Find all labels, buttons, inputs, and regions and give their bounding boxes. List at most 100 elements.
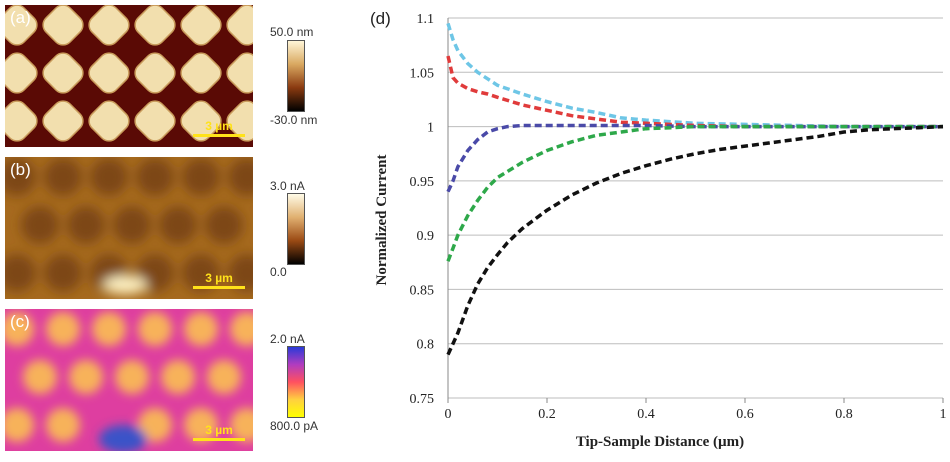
dark-spot — [90, 158, 128, 196]
bright-spot — [46, 408, 80, 442]
normalized-current-chart: (d) 0.75 0.8 0.85 0.9 0.95 1 1.05 1.1 0 0.2 0.4 0.… — [370, 9, 947, 450]
panel-label-a: (a) — [10, 8, 31, 27]
afm-height-image: (a) 3 µm — [5, 5, 253, 147]
panel-label-c: (c) — [10, 312, 30, 331]
series-line-black — [446, 124, 944, 356]
current-map — [5, 157, 253, 299]
tile — [180, 5, 222, 46]
bright-spot — [5, 312, 34, 346]
bright-spot — [184, 312, 218, 346]
x-tick-label: 0.6 — [736, 407, 754, 422]
dark-spot — [5, 254, 36, 292]
y-axis-title: Normalized Current — [374, 155, 390, 286]
tile — [226, 52, 253, 94]
x-axis-ticks: 0 0.2 0.4 0.6 0.8 1 — [445, 398, 947, 422]
colorbar-b — [287, 193, 305, 265]
tile — [180, 52, 222, 94]
scale-bar: 3 µm — [193, 272, 245, 289]
y-tick-label: 0.85 — [410, 283, 435, 298]
colorbar-b-max: 3.0 nA — [270, 179, 305, 193]
panel-label-b: (b) — [10, 160, 31, 179]
tile — [42, 5, 84, 46]
tile — [5, 5, 38, 46]
y-tick-label: 1.1 — [417, 12, 435, 27]
tile — [88, 100, 130, 142]
colorbar-c-min: 800.0 pA — [270, 419, 319, 433]
height-map — [5, 5, 253, 147]
x-axis-title: Tip-Sample Distance (µm) — [576, 434, 744, 450]
x-tick-label: 1 — [940, 407, 947, 422]
y-tick-label: 0.75 — [410, 392, 435, 407]
bright-spot — [115, 360, 149, 394]
dark-spot — [182, 158, 220, 196]
scale-bar-line — [193, 134, 245, 137]
series-line-red — [446, 55, 943, 129]
dark-spot — [67, 206, 105, 244]
dark-spot — [228, 254, 253, 292]
current-map-image: (b) 3 µm — [5, 157, 253, 299]
dark-spot — [5, 158, 36, 196]
blue-region — [99, 425, 147, 451]
tile — [134, 5, 176, 46]
tile — [5, 100, 38, 142]
y-axis-ticks: 0.75 0.8 0.85 0.9 0.95 1 1.05 1.1 — [410, 12, 435, 407]
bright-spot — [138, 408, 172, 442]
bright-spot — [23, 360, 57, 394]
bright-spot — [184, 408, 218, 442]
bright-spot — [69, 360, 103, 394]
tile — [5, 52, 38, 94]
bright-spot — [46, 312, 80, 346]
panel-label-d: (d) — [370, 9, 391, 28]
series-line-green — [446, 124, 943, 262]
dark-spot — [44, 158, 82, 196]
colorbar-a-min: -30.0 nm — [270, 113, 318, 127]
colorbar-c — [287, 346, 305, 418]
y-tick-label: 0.9 — [417, 229, 435, 244]
dark-spot — [21, 206, 59, 244]
tile — [226, 100, 253, 142]
bright-spot — [138, 312, 172, 346]
dark-spot — [159, 206, 197, 244]
dark-spot — [44, 254, 82, 292]
series-line-cyan — [446, 22, 943, 129]
dark-spot — [205, 206, 243, 244]
bright-spot — [161, 360, 195, 394]
bright-spot — [5, 408, 34, 442]
bright-spot — [230, 408, 253, 442]
tile — [88, 5, 130, 46]
tile — [226, 5, 253, 46]
bright-spot — [92, 312, 126, 346]
tile — [42, 52, 84, 94]
tile — [134, 52, 176, 94]
bright-spot — [230, 312, 253, 346]
y-tick-label: 0.8 — [417, 338, 435, 353]
tile — [134, 100, 176, 142]
simulated-current-image: (c) 3 µm — [5, 309, 253, 451]
x-tick-label: 0.4 — [637, 407, 655, 422]
scale-bar-line — [193, 286, 245, 289]
x-tick-label: 0.2 — [538, 407, 556, 422]
scale-bar-label: 3 µm — [205, 423, 233, 437]
y-tick-label: 1 — [427, 121, 434, 136]
colorbar-c-max: 2.0 nA — [270, 332, 305, 346]
simulated-map — [5, 309, 253, 451]
y-tick-label: 0.95 — [410, 175, 435, 190]
scale-bar-line — [193, 438, 245, 441]
bright-region — [103, 276, 147, 294]
scale-bar-label: 3 µm — [205, 271, 233, 285]
scale-bar: 3 µm — [193, 120, 245, 137]
series-line-blue — [446, 123, 943, 193]
y-tick-label: 1.05 — [410, 66, 435, 81]
grid — [447, 17, 943, 399]
series — [446, 22, 944, 356]
dark-spot — [182, 254, 220, 292]
dark-spot — [113, 206, 151, 244]
tile — [88, 52, 130, 94]
bright-spot — [207, 360, 241, 394]
colorbar-a — [287, 40, 305, 112]
scale-bar-label: 3 µm — [205, 119, 233, 133]
colorbar-b-min: 0.0 — [270, 265, 287, 279]
scale-bar: 3 µm — [193, 424, 245, 441]
dark-spot — [228, 158, 253, 196]
colorbar-a-max: 50.0 nm — [270, 25, 314, 39]
